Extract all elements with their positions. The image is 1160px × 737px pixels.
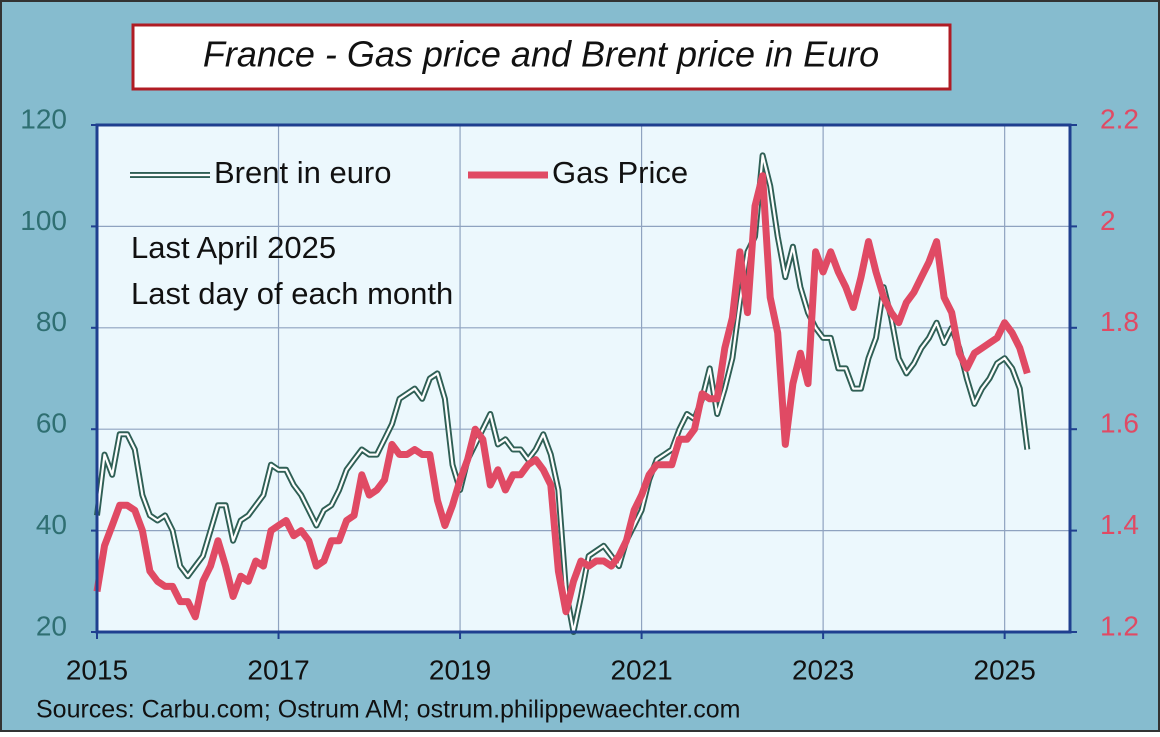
y-tick-label: 120 (20, 103, 67, 134)
x-tick-label: 2015 (66, 654, 128, 685)
chart-title: France - Gas price and Brent price in Eu… (203, 34, 879, 75)
x-tick-label: 2021 (610, 654, 672, 685)
x-tick-label: 2025 (974, 654, 1036, 685)
line (93, 172, 1031, 621)
y2-tick-label: 1.8 (1100, 306, 1139, 337)
y2-tick-label: 1.4 (1100, 509, 1139, 540)
legend-label: Brent in euro (214, 155, 392, 190)
y-tick-label: 100 (20, 205, 67, 236)
y2-tick-label: 2.2 (1100, 103, 1139, 134)
y-tick-label: 20 (36, 610, 67, 641)
y2-tick-label: 1.6 (1100, 408, 1139, 439)
x-tick-label: 2017 (247, 654, 309, 685)
annotation: Last April 2025 (131, 230, 336, 265)
y-tick-label: 60 (36, 408, 67, 439)
x-tick-label: 2019 (429, 654, 491, 685)
annotation: Last day of each month (131, 276, 453, 311)
y-tick-label: 40 (36, 509, 67, 540)
title-box (131, 23, 952, 91)
x-tick-label: 2023 (792, 654, 854, 685)
source: Sources: Carbu.com; Ostrum AM; ostrum.ph… (36, 696, 740, 724)
plot-area (97, 125, 1070, 632)
y2-tick-label: 1.2 (1100, 610, 1139, 641)
plot-border (95, 123, 1072, 634)
legend-label: Gas Price (552, 155, 688, 190)
y-tick-label: 80 (36, 306, 67, 337)
line (95, 154, 1029, 634)
y2-tick-label: 2 (1100, 205, 1116, 236)
